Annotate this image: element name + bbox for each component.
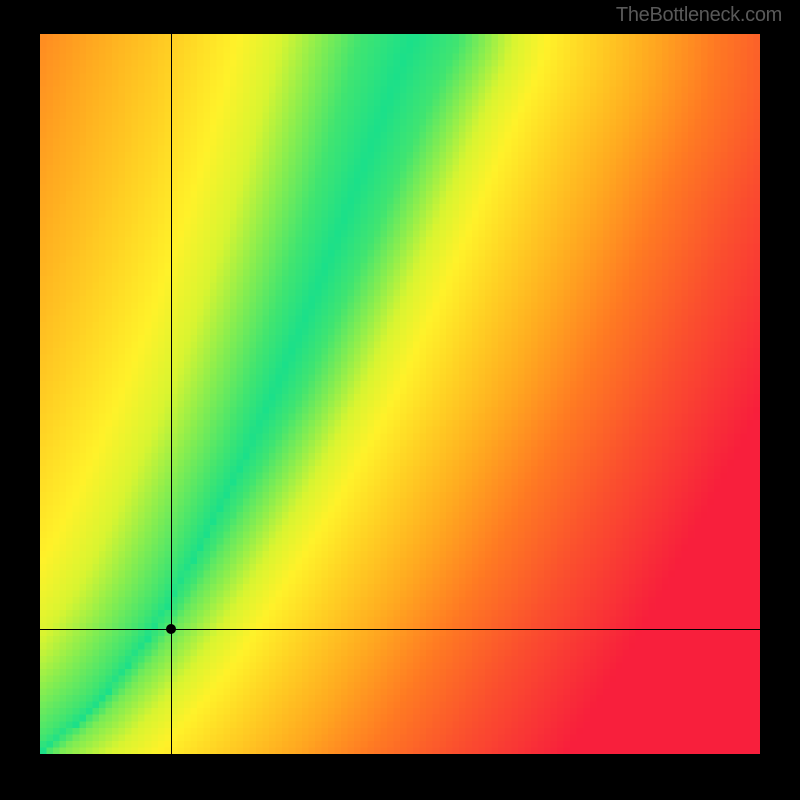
crosshair-vertical: [171, 34, 172, 754]
crosshair-marker: [166, 624, 176, 634]
heatmap-canvas-wrap: [40, 34, 760, 754]
heatmap-plot: [40, 34, 760, 754]
watermark-text: TheBottleneck.com: [616, 4, 782, 27]
heatmap-canvas: [40, 34, 760, 754]
crosshair-horizontal: [40, 629, 760, 630]
